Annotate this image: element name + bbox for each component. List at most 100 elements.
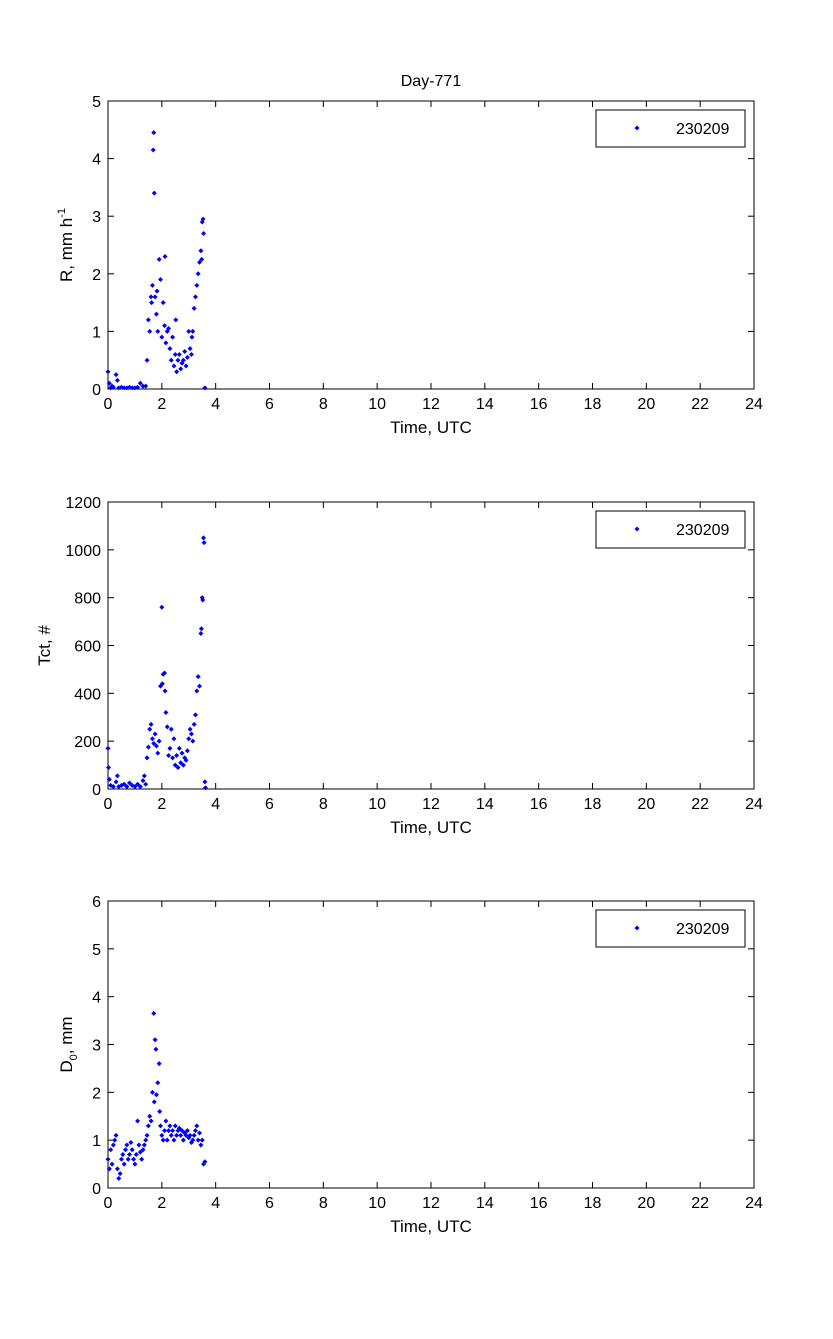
data-point xyxy=(135,1118,141,1124)
data-point xyxy=(147,328,153,334)
legend-box xyxy=(595,510,746,549)
data-point xyxy=(190,738,196,744)
x-tick-label: 2 xyxy=(157,396,166,413)
data-point xyxy=(200,597,206,603)
data-point xyxy=(152,1037,158,1043)
data-point xyxy=(132,1161,138,1167)
data-point xyxy=(174,369,180,375)
data-point xyxy=(187,346,193,352)
data-point xyxy=(172,762,178,768)
x-tick-label: 20 xyxy=(637,796,655,813)
data-point xyxy=(182,349,188,355)
x-tick-label: 8 xyxy=(319,396,328,413)
data-point xyxy=(183,757,189,763)
data-point xyxy=(197,1130,203,1136)
data-point xyxy=(202,779,208,785)
data-point xyxy=(127,1152,133,1158)
data-point xyxy=(151,1010,157,1016)
x-tick-label: 22 xyxy=(691,396,709,413)
y-tick-label: 4 xyxy=(92,152,101,169)
data-point xyxy=(194,1123,200,1129)
data-point xyxy=(132,784,138,790)
data-point xyxy=(112,1137,118,1143)
data-point xyxy=(167,346,173,352)
data-point xyxy=(173,317,179,323)
x-tick-label: 22 xyxy=(691,796,709,813)
data-point xyxy=(197,683,203,689)
data-point xyxy=(143,383,149,389)
x-tick-label: 4 xyxy=(211,796,220,813)
data-point xyxy=(105,1156,111,1162)
data-point xyxy=(163,340,169,346)
data-point xyxy=(157,1123,163,1129)
x-tick-label: 0 xyxy=(104,1195,113,1212)
data-point xyxy=(179,1128,185,1134)
data-point xyxy=(143,1137,149,1143)
y-tick-label: 800 xyxy=(74,591,101,608)
data-point xyxy=(148,1118,154,1124)
y-axis-label: R, mm h-1 xyxy=(56,208,76,282)
data-point xyxy=(125,1156,131,1162)
data-point xyxy=(145,317,151,323)
data-point xyxy=(159,1132,165,1138)
y-tick-label: 5 xyxy=(92,942,101,959)
data-point xyxy=(198,1142,204,1148)
y-tick-label: 0 xyxy=(92,382,101,399)
data-point xyxy=(124,1142,130,1148)
data-point xyxy=(135,384,141,390)
data-point xyxy=(202,1159,208,1165)
data-point xyxy=(160,1137,166,1143)
data-point xyxy=(194,282,200,288)
y-axis-label-main: D xyxy=(57,1060,76,1072)
data-point xyxy=(110,784,116,790)
data-point xyxy=(106,764,112,770)
legend-marker xyxy=(634,925,640,931)
data-point xyxy=(113,372,119,378)
data-point xyxy=(156,256,162,262)
data-point xyxy=(179,750,185,756)
x-tick-label: 10 xyxy=(368,796,386,813)
x-tick-label: 2 xyxy=(157,1195,166,1212)
y-tick-label: 0 xyxy=(92,1181,101,1198)
x-tick-label: 6 xyxy=(265,796,274,813)
data-point xyxy=(124,784,130,790)
data-point xyxy=(186,328,192,334)
data-point xyxy=(162,323,168,329)
x-tick-label: 16 xyxy=(530,796,548,813)
legend-label: 230209 xyxy=(676,121,729,138)
data-point xyxy=(184,748,190,754)
data-point xyxy=(162,670,168,676)
data-point xyxy=(180,357,186,363)
data-point xyxy=(202,385,208,391)
data-point xyxy=(148,294,154,300)
data-point xyxy=(145,744,151,750)
data-point xyxy=(176,1125,182,1131)
data-point xyxy=(170,1128,176,1134)
data-point xyxy=(110,384,116,390)
data-point xyxy=(174,1132,180,1138)
y-tick-label: 6 xyxy=(92,894,101,911)
data-point xyxy=(166,326,172,332)
data-point xyxy=(131,1156,137,1162)
data-point xyxy=(155,328,161,334)
x-axis-label: Time, UTC xyxy=(390,418,472,437)
data-point xyxy=(172,1123,178,1129)
data-point xyxy=(160,300,166,306)
data-point xyxy=(198,631,204,637)
x-tick-label: 14 xyxy=(476,1195,494,1212)
data-point xyxy=(176,351,182,357)
data-point xyxy=(201,540,207,546)
data-point xyxy=(144,357,150,363)
data-point xyxy=(155,750,161,756)
chart-title: Day-771 xyxy=(401,73,462,90)
x-tick-label: 16 xyxy=(530,396,548,413)
data-point xyxy=(166,753,172,759)
x-tick-label: 4 xyxy=(211,1195,220,1212)
data-point xyxy=(137,1149,143,1155)
x-tick-label: 16 xyxy=(530,1195,548,1212)
data-point xyxy=(151,130,157,136)
y-tick-label: 2 xyxy=(92,1085,101,1102)
data-point xyxy=(178,366,184,372)
